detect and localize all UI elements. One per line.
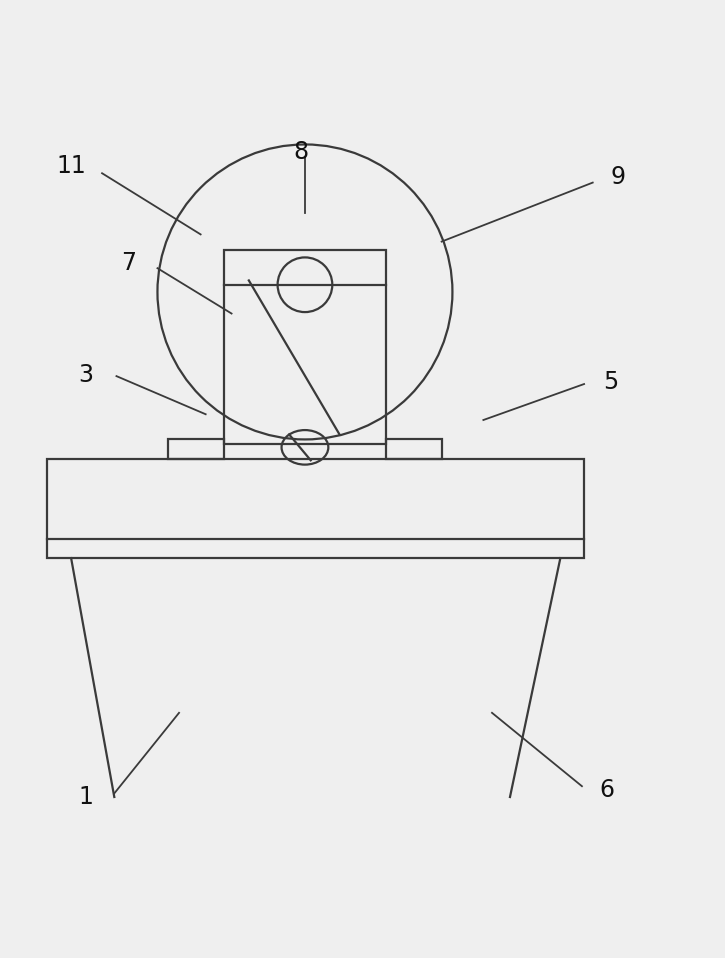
Bar <box>47 459 584 559</box>
Text: 9: 9 <box>610 165 626 189</box>
Bar <box>224 250 386 445</box>
Text: 3: 3 <box>78 363 93 387</box>
Text: 7: 7 <box>121 251 136 275</box>
Text: 8: 8 <box>294 140 309 164</box>
Text: 11: 11 <box>57 154 86 178</box>
Bar <box>386 439 442 459</box>
Text: 1: 1 <box>78 785 93 809</box>
Text: 6: 6 <box>600 778 615 802</box>
Text: 5: 5 <box>603 370 618 394</box>
Bar <box>168 439 224 459</box>
